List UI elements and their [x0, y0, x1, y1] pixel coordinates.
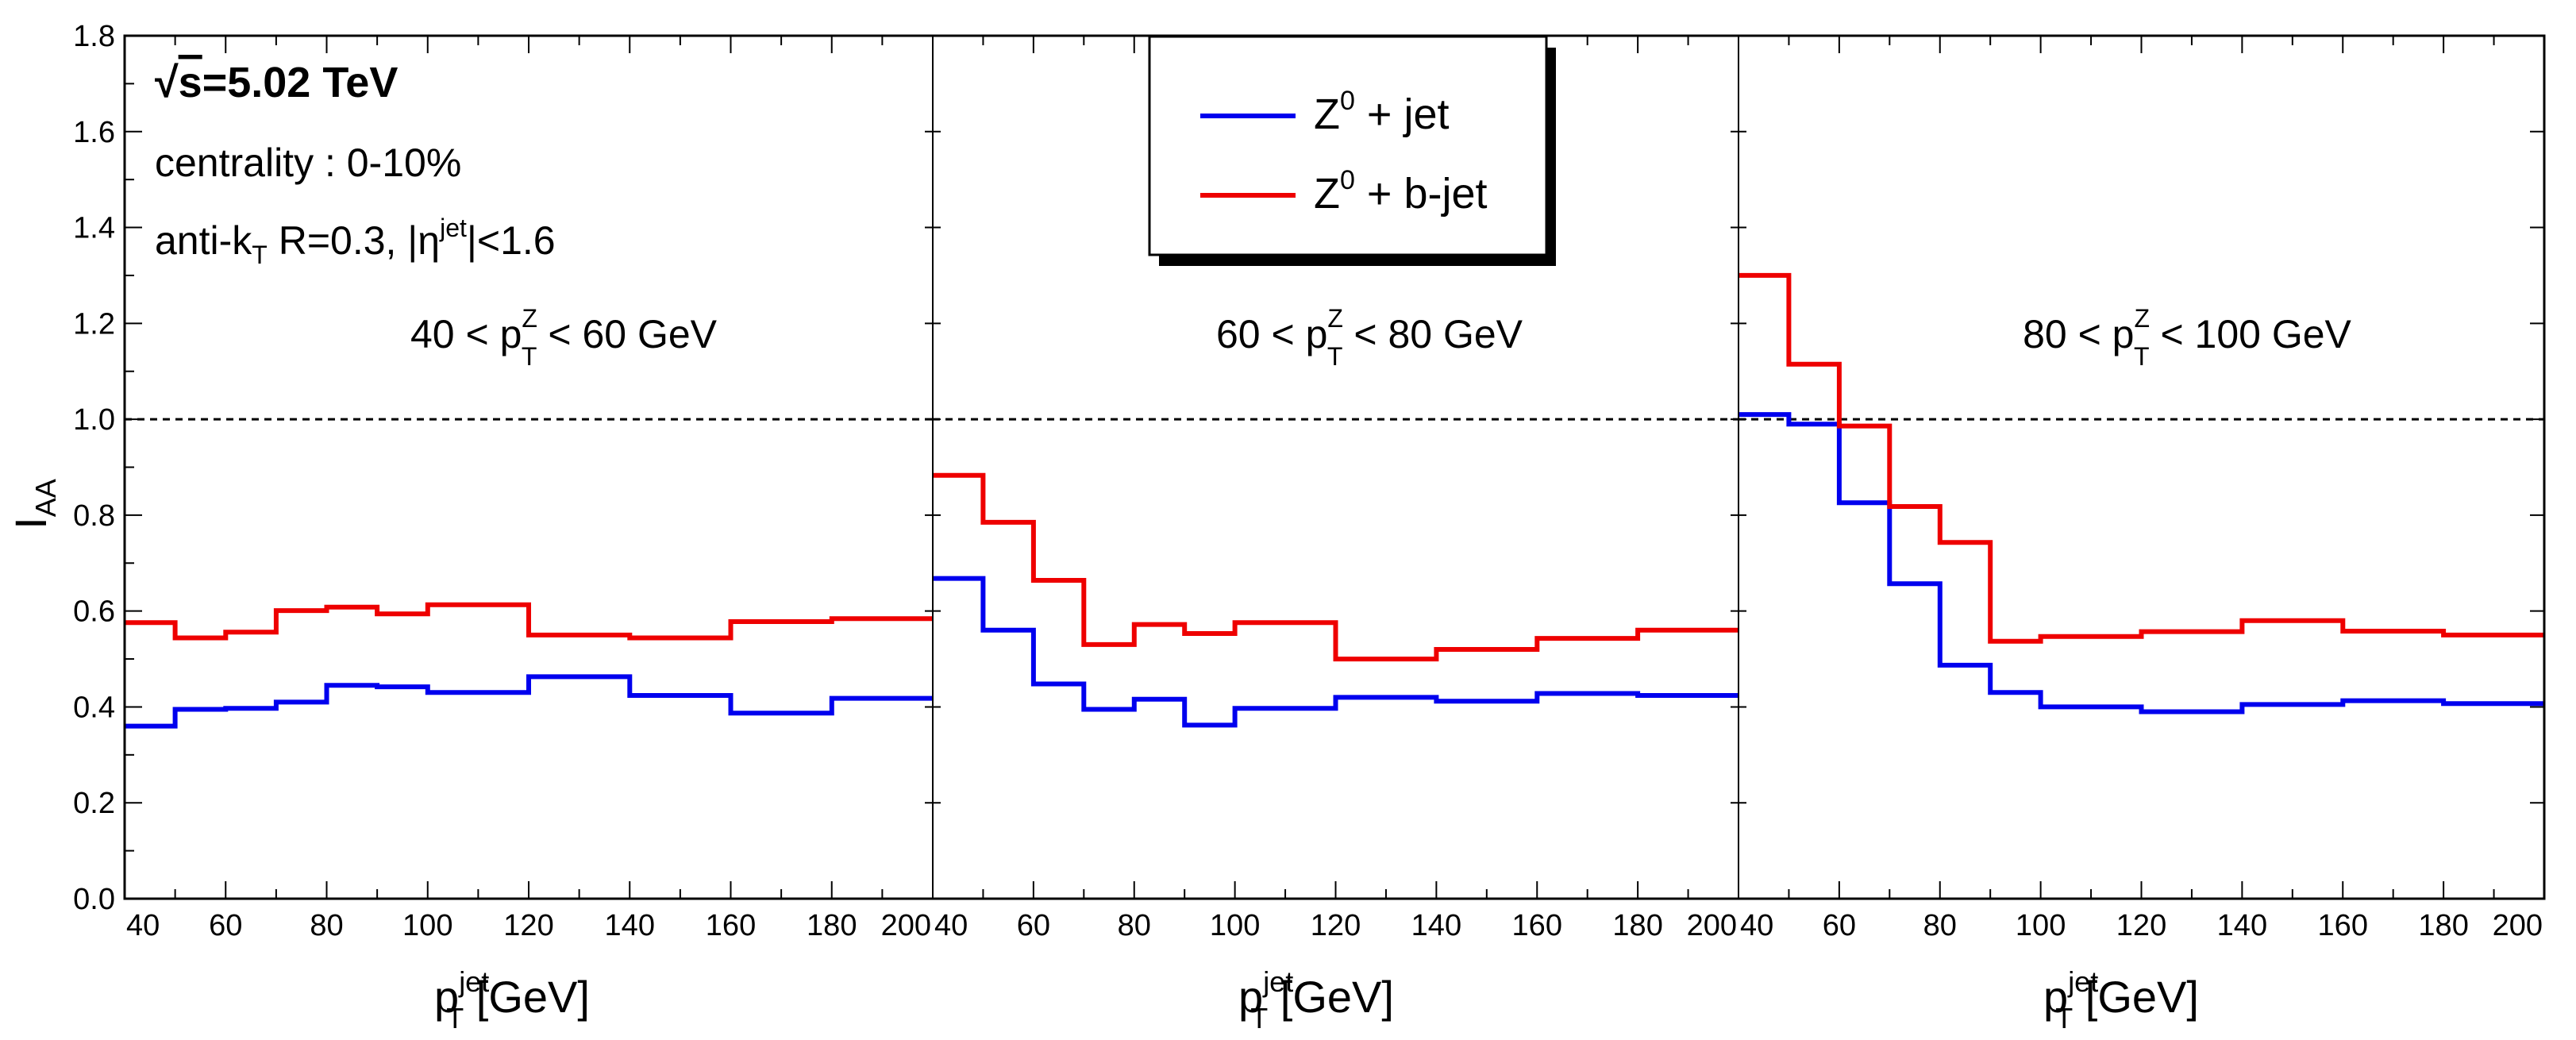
- y-tick-label: 1.8: [73, 20, 115, 53]
- x-tick-label: 180: [2418, 909, 2468, 942]
- x-tick-label: 120: [2116, 909, 2166, 942]
- y-tick-label: 1.0: [73, 403, 115, 437]
- x-tick-label: 140: [1411, 909, 1461, 942]
- x-tick-label: 160: [2318, 909, 2368, 942]
- panel-2-series-z-jet-line: [933, 576, 1739, 728]
- panel-3-range-label: 80 < pZ T < 100 GeV: [2023, 304, 2351, 371]
- x-tick-label: 200: [881, 909, 931, 942]
- series-layer: [125, 272, 2544, 729]
- x-tick-label: 60: [1017, 909, 1050, 942]
- panel-3-x-axis-title: pjet T [GeV]: [2043, 965, 2199, 1034]
- y-tick-label: 0.4: [73, 691, 115, 724]
- x-tick-label: 200: [1687, 909, 1737, 942]
- y-tick-label: 1.4: [73, 212, 115, 245]
- x-tick-label: 180: [807, 909, 857, 942]
- x-tick-label: 120: [1311, 909, 1361, 942]
- panel-1-x-axis-title: pjet T [GeV]: [434, 965, 590, 1034]
- x-tick-label: 40: [934, 909, 968, 942]
- panel-2-range-label: 60 < pZ T < 80 GeV: [1216, 304, 1523, 371]
- x-tick-label: 80: [1923, 909, 1957, 942]
- y-tick-label: 0.6: [73, 595, 115, 629]
- x-tick-label: 40: [1740, 909, 1773, 942]
- x-tick-label: 160: [706, 909, 756, 942]
- legend-label-z-jet: Z0 + jet: [1314, 86, 1450, 138]
- x-tick-label: 60: [209, 909, 242, 942]
- y-axis-title: IAA: [6, 479, 62, 530]
- y-tick-label: 1.2: [73, 307, 115, 341]
- panel-1-series-z-bjet-line: [125, 602, 933, 641]
- algorithm-annotation: anti-kT R=0.3, |ηjet|<1.6: [155, 214, 556, 269]
- legend-label-z-bjet: Z0 + b-jet: [1314, 165, 1488, 218]
- axes-layer: 0.0 0.2 0.4 0.6 0.8 1.0 1.2 1.4 1.6 1.8 40 60 80 100 1…: [73, 20, 2546, 942]
- y-tick-label: 0.8: [73, 499, 115, 533]
- x-tick-label: 180: [1612, 909, 1662, 942]
- panel-1-series-z-jet-line: [125, 674, 933, 729]
- legend: Z0 + jet Z0 + b-jet: [1148, 35, 1556, 266]
- x-tick-label: 160: [1512, 909, 1562, 942]
- energy-annotation: √s=5.02 TeV: [155, 59, 398, 106]
- panel-2-x-axis-title: pjet T [GeV]: [1238, 965, 1394, 1034]
- x-tick-label: 100: [402, 909, 452, 942]
- y-tick-label: 0.0: [73, 883, 115, 916]
- centrality-annotation: centrality : 0-10%: [155, 141, 461, 185]
- x-tick-label: 140: [2217, 909, 2267, 942]
- x-tick-label: 200: [2493, 909, 2543, 942]
- y-tick-label: 1.6: [73, 116, 115, 149]
- panel-3-series-z-jet-line: [1739, 412, 2544, 715]
- panel-2-series-z-bjet-line: [933, 472, 1739, 662]
- x-tick-label: 40: [126, 909, 160, 942]
- legend-box: [1148, 35, 1548, 256]
- x-tick-label: 60: [1823, 909, 1856, 942]
- panel-1-range-label: 40 < pZ T < 60 GeV: [410, 304, 718, 371]
- x-tick-label: 100: [2016, 909, 2066, 942]
- panel-3-series-z-bjet-line: [1739, 272, 2544, 644]
- y-tick-label: 0.2: [73, 787, 115, 820]
- x-tick-label: 100: [1210, 909, 1260, 942]
- x-tick-label: 80: [310, 909, 343, 942]
- x-tick-label: 140: [605, 909, 655, 942]
- x-tick-label: 120: [503, 909, 553, 942]
- x-tick-label: 80: [1118, 909, 1151, 942]
